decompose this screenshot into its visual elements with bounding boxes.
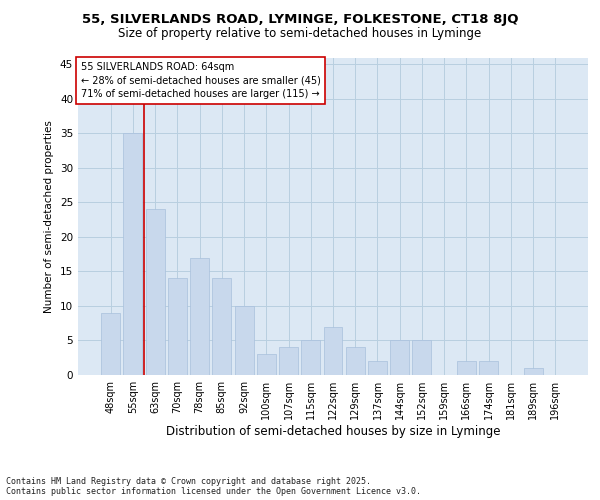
Bar: [346, 348, 365, 375]
Bar: [412, 340, 431, 375]
Bar: [368, 361, 387, 375]
X-axis label: Distribution of semi-detached houses by size in Lyminge: Distribution of semi-detached houses by …: [166, 425, 500, 438]
Bar: [257, 354, 276, 375]
Text: 55, SILVERLANDS ROAD, LYMINGE, FOLKESTONE, CT18 8JQ: 55, SILVERLANDS ROAD, LYMINGE, FOLKESTON…: [82, 12, 518, 26]
Bar: [390, 340, 409, 375]
Bar: [212, 278, 231, 375]
Text: Size of property relative to semi-detached houses in Lyminge: Size of property relative to semi-detach…: [118, 28, 482, 40]
Text: Contains HM Land Registry data © Crown copyright and database right 2025.
Contai: Contains HM Land Registry data © Crown c…: [6, 476, 421, 496]
Bar: [457, 361, 476, 375]
Bar: [301, 340, 320, 375]
Bar: [168, 278, 187, 375]
Bar: [479, 361, 498, 375]
Bar: [146, 210, 164, 375]
Bar: [124, 134, 142, 375]
Bar: [190, 258, 209, 375]
Text: 55 SILVERLANDS ROAD: 64sqm
← 28% of semi-detached houses are smaller (45)
71% of: 55 SILVERLANDS ROAD: 64sqm ← 28% of semi…: [80, 62, 320, 98]
Bar: [524, 368, 542, 375]
Bar: [235, 306, 254, 375]
Bar: [323, 326, 343, 375]
Bar: [101, 313, 120, 375]
Bar: [279, 348, 298, 375]
Y-axis label: Number of semi-detached properties: Number of semi-detached properties: [44, 120, 55, 312]
